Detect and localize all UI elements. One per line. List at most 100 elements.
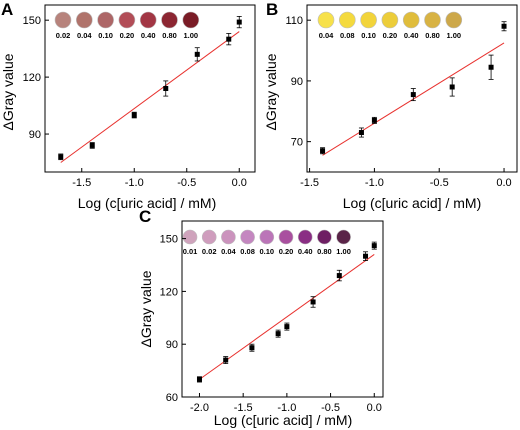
data-point [89,142,95,148]
color-swatch [360,11,377,29]
data-point [449,84,455,90]
data-point [249,345,255,351]
data-marks-b [320,21,507,156]
y-tick-label: 120 [160,286,178,298]
y-tick-label: 110 [285,15,303,27]
swatch-label: 0.20 [120,31,135,40]
swatch-label: 0.04 [221,247,236,256]
y-axis-title-c: ΔGray value [138,270,154,347]
color-swatch [297,229,313,245]
fit-line [199,254,375,380]
color-swatch [259,229,275,245]
data-point [131,112,137,118]
x-axis-title-c: Log (c[uric acid] / mM) [214,412,352,428]
color-swatch [381,11,399,29]
swatch-label: 0.20 [279,247,294,256]
swatch-label: 0.01 [183,247,198,256]
data-point [163,86,169,91]
swatch-label: 0.04 [319,31,334,40]
x-tick-label: -1.0 [365,177,384,189]
data-point [310,299,316,305]
color-swatch [76,11,93,29]
y-tick-label: 90 [166,339,178,351]
y-axis-title-a: ΔGray value [0,53,16,130]
x-tick-label: -0.5 [177,177,196,189]
chart-panel-c: C 0.01 0.02 0.04 0.08 0.10 0.20 0.40 0.80 1.00 -… [138,207,384,428]
plot-frame-a [44,4,256,173]
color-swatch [54,11,72,29]
swatch-label: 1.00 [336,247,351,256]
color-swatch [445,11,463,29]
color-swatch [424,11,441,29]
swatch-row-a: 0.02 0.04 0.10 0.20 0.40 0.80 1.00 [54,11,200,40]
data-point [371,117,377,123]
y-tick-label: 120 [23,72,41,84]
x-tick-label: -1.5 [72,177,91,189]
x-tick-label: -1.0 [125,177,144,189]
chart-panel-a: A 0.02 0.04 0.10 0.20 0.40 0.80 1.00 -1.5 -1.0-… [0,0,256,211]
swatch-row-b: 0.04 0.08 0.10 0.20 0.40 0.80 1.00 [317,11,463,40]
swatch-label: 0.02 [202,247,217,256]
color-swatch [182,229,198,245]
swatch-label: 0.40 [404,31,419,40]
data-point [223,357,229,363]
color-swatch [118,11,136,29]
data-point [58,154,64,160]
y-tick-label: 90 [291,76,303,88]
color-swatch [139,11,157,29]
color-swatch [317,11,335,29]
y-tick-label: 150 [160,234,178,246]
panel-label-b: B [266,0,278,19]
data-point [275,331,281,337]
color-swatch [402,11,420,29]
y-tick-label: 60 [166,392,178,404]
color-swatch [201,229,217,245]
panel-label-c: C [139,207,151,226]
chart-panel-b: B 0.04 0.08 0.10 0.20 0.40 0.80 1.00 -1.5 -1.0-… [263,0,518,211]
data-point [371,243,377,249]
color-swatch [240,229,255,245]
plot-frame-c [181,220,384,398]
swatch-label: 0.10 [259,247,274,256]
data-point [501,23,507,29]
swatch-label: 0.02 [56,31,71,40]
data-marks-a [58,15,242,163]
data-point [226,36,232,42]
data-point [196,376,202,382]
swatch-label: 0.40 [298,247,313,256]
y-tick-label: 70 [291,137,303,149]
x-tick-label: -0.5 [430,177,449,189]
axis-ticks-a: -1.5 -1.0 -0.5 0.0 90 120 150 [23,15,247,189]
swatch-row-c: 0.01 0.02 0.04 0.08 0.10 0.20 0.40 0.80 1.00 [182,229,351,256]
y-tick-label: 150 [23,15,41,27]
swatch-label: 0.08 [240,247,255,256]
color-swatch [338,11,356,29]
color-swatch [182,11,200,29]
fit-line [60,31,240,163]
data-point [410,92,416,98]
x-tick-label: -1.0 [277,402,296,414]
data-point [488,64,494,70]
x-axis-title-a: Log (c[uric acid] / mM) [78,195,216,211]
swatch-label: 0.04 [77,31,92,40]
data-point [358,130,364,136]
plot-frame-b [306,4,518,173]
swatch-label: 0.80 [162,31,177,40]
swatch-label: 0.10 [361,31,376,40]
swatch-label: 0.08 [340,31,355,40]
swatch-label: 1.00 [446,31,461,40]
x-axis-title-b: Log (c[uric acid] / mM) [343,195,481,211]
swatch-label: 0.10 [98,31,113,40]
panel-label-a: A [1,0,13,19]
color-swatch [336,229,351,245]
x-tick-label: -1.5 [300,177,319,189]
swatch-label: 0.20 [383,31,398,40]
color-swatch [221,229,236,245]
color-swatch [278,229,294,245]
data-marks-c [196,241,377,383]
data-point [284,324,290,330]
x-tick-label: 0.0 [367,402,382,414]
data-point [363,253,369,259]
x-tick-label: -1.5 [234,402,253,414]
